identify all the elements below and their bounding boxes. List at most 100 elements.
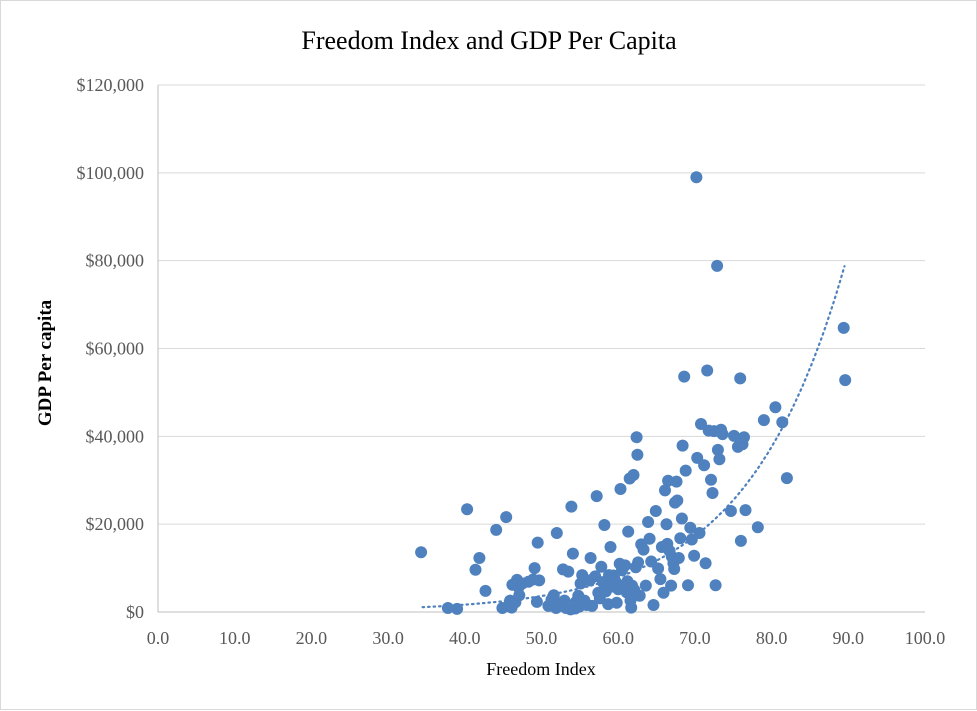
data-point bbox=[769, 401, 782, 414]
data-point bbox=[451, 602, 464, 615]
y-tick-label: $0 bbox=[126, 602, 144, 622]
data-point bbox=[716, 428, 729, 441]
x-tick-label: 80.0 bbox=[756, 628, 788, 648]
data-point bbox=[547, 589, 560, 602]
data-point bbox=[528, 562, 541, 575]
data-point bbox=[690, 171, 703, 184]
data-point bbox=[709, 579, 722, 592]
data-point bbox=[479, 584, 492, 597]
data-point bbox=[633, 589, 646, 602]
data-point bbox=[674, 532, 687, 545]
x-tick-label: 50.0 bbox=[526, 628, 558, 648]
data-point bbox=[441, 602, 454, 614]
x-tick-label: 70.0 bbox=[679, 628, 711, 648]
data-point bbox=[652, 562, 665, 575]
gridlines bbox=[157, 84, 925, 613]
data-point bbox=[684, 521, 697, 534]
x-tick-label: 30.0 bbox=[372, 628, 404, 648]
data-point bbox=[657, 586, 670, 599]
data-point bbox=[679, 464, 692, 477]
data-point bbox=[699, 557, 712, 570]
x-tick-label: 10.0 bbox=[219, 628, 251, 648]
y-tick-label: $60,000 bbox=[86, 339, 145, 359]
data-point bbox=[639, 579, 652, 592]
data-point bbox=[728, 429, 740, 442]
data-point bbox=[711, 259, 724, 272]
data-point bbox=[550, 527, 563, 539]
data-point bbox=[776, 416, 789, 429]
data-point bbox=[671, 494, 684, 507]
data-point bbox=[632, 556, 645, 569]
data-point bbox=[665, 579, 678, 592]
data-point bbox=[701, 364, 714, 377]
data-point bbox=[734, 534, 747, 547]
data-point bbox=[780, 472, 793, 485]
x-tick-label: 40.0 bbox=[449, 628, 481, 648]
data-point bbox=[637, 543, 650, 556]
data-point bbox=[490, 523, 503, 536]
chart-title: Freedom Index and GDP Per Capita bbox=[301, 26, 677, 55]
data-point bbox=[630, 431, 643, 444]
data-point bbox=[678, 370, 691, 383]
data-point bbox=[738, 431, 750, 444]
data-point bbox=[739, 504, 752, 517]
x-tick-label: 60.0 bbox=[602, 628, 634, 648]
x-tick-label: 90.0 bbox=[833, 628, 865, 648]
data-point bbox=[643, 532, 656, 545]
data-point bbox=[659, 484, 671, 497]
data-point bbox=[614, 483, 627, 495]
data-point bbox=[584, 552, 597, 564]
data-point bbox=[705, 473, 717, 486]
data-point bbox=[654, 573, 667, 586]
y-tick-label: $120,000 bbox=[77, 75, 145, 95]
data-point bbox=[625, 601, 638, 614]
data-point bbox=[604, 541, 617, 553]
data-point bbox=[415, 546, 428, 559]
data-point bbox=[595, 560, 608, 573]
tick-labels: $0 $20,000 $40,000 $60,000 $80,000 $100,000 $1… bbox=[77, 75, 946, 648]
data-point bbox=[619, 559, 632, 572]
data-point bbox=[670, 475, 683, 488]
data-point bbox=[500, 511, 513, 524]
data-point bbox=[649, 505, 662, 517]
data-point bbox=[660, 518, 673, 531]
data-point bbox=[565, 500, 578, 513]
data-point bbox=[724, 505, 737, 517]
x-tick-label: 100.0 bbox=[905, 628, 946, 648]
data-point bbox=[711, 443, 724, 456]
data-point bbox=[631, 448, 644, 461]
y-tick-label: $80,000 bbox=[86, 251, 145, 271]
x-axis-label: Freedom Index bbox=[486, 659, 595, 679]
data-point bbox=[590, 490, 603, 503]
x-tick-label: 0.0 bbox=[147, 628, 170, 648]
data-point bbox=[469, 563, 482, 576]
data-point bbox=[622, 525, 635, 538]
data-point bbox=[682, 579, 694, 592]
data-point bbox=[839, 374, 852, 387]
data-point bbox=[531, 536, 544, 549]
data-point bbox=[562, 565, 575, 578]
data-point bbox=[751, 521, 764, 534]
data-point bbox=[473, 552, 486, 564]
data-point bbox=[672, 552, 685, 564]
data-point bbox=[676, 439, 689, 452]
data-point bbox=[713, 453, 726, 466]
data-point bbox=[627, 469, 640, 481]
data-point bbox=[688, 549, 701, 562]
data-point bbox=[586, 599, 599, 612]
y-tick-label: $20,000 bbox=[86, 514, 145, 534]
data-point bbox=[533, 574, 546, 587]
x-tick-label: 20.0 bbox=[296, 628, 328, 648]
data-points bbox=[415, 171, 852, 616]
data-point bbox=[693, 527, 706, 539]
data-point bbox=[734, 372, 747, 385]
data-point bbox=[675, 512, 688, 525]
y-axis-label: GDP Per capita bbox=[35, 299, 56, 426]
data-point bbox=[757, 414, 770, 427]
data-point bbox=[837, 321, 850, 334]
data-point bbox=[461, 503, 474, 516]
y-tick-label: $40,000 bbox=[86, 426, 145, 446]
data-point bbox=[513, 589, 526, 602]
y-tick-label: $100,000 bbox=[77, 163, 145, 183]
